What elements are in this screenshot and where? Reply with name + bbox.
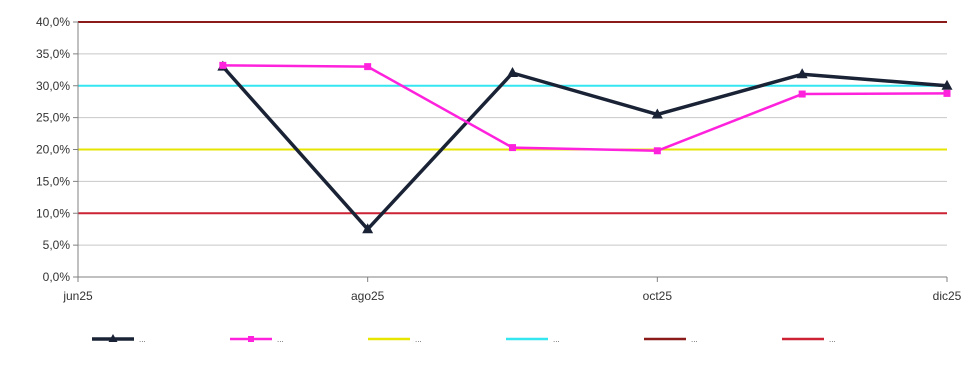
data-point-marker — [509, 144, 516, 152]
data-point-marker — [362, 223, 374, 234]
y-tick-label: 10,0% — [36, 206, 70, 220]
data-point-marker — [943, 89, 951, 97]
x-tick-label: dic25 — [933, 289, 962, 303]
y-tick-label: 20,0% — [36, 143, 70, 157]
legend-label: ... — [277, 335, 284, 344]
y-tick-label: 15,0% — [36, 174, 70, 188]
x-tick-label: oct25 — [643, 289, 673, 303]
series-lines — [217, 60, 953, 234]
data-point-marker — [507, 67, 518, 77]
data-point-marker — [364, 63, 372, 71]
legend-label: ... — [553, 335, 560, 344]
reference-lines — [78, 21, 947, 215]
legend-label: ... — [139, 335, 146, 344]
data-point-marker — [941, 79, 953, 90]
y-tick-label: 25,0% — [36, 111, 70, 125]
data-point-marker — [796, 68, 808, 79]
series-line — [221, 64, 949, 231]
legend: .................. — [92, 334, 836, 344]
legend-label: ... — [415, 335, 422, 344]
y-tick-label: 0,0% — [43, 270, 71, 284]
y-tick-label: 30,0% — [36, 79, 70, 93]
series-line — [221, 64, 949, 153]
x-tick-label: ago25 — [351, 289, 385, 303]
y-tick-label: 40,0% — [36, 15, 70, 29]
data-point-marker — [798, 90, 806, 98]
data-point-marker — [653, 147, 661, 155]
x-tick-label: jun25 — [62, 289, 93, 303]
data-point-marker — [651, 108, 663, 119]
y-tick-label: 5,0% — [43, 238, 71, 252]
legend-marker — [248, 336, 254, 342]
legend-marker — [108, 334, 118, 342]
legend-label: ... — [829, 335, 836, 344]
legend-label: ... — [691, 335, 698, 344]
y-tick-label: 35,0% — [36, 47, 70, 61]
data-point-marker — [219, 61, 227, 69]
axes: 0,0% 5,0% 10,0% 15,0% 20,0% 25,0% 30,0% 35,0% 40… — [36, 15, 962, 303]
